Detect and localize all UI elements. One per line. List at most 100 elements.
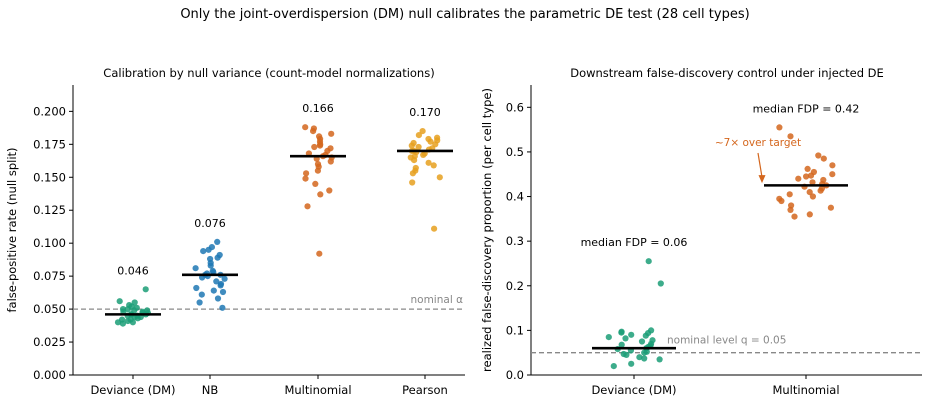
data-point [778, 197, 785, 205]
median-label-deviance-dm: 0.046 [117, 264, 149, 277]
x-tick-label-nb: NB [202, 383, 219, 397]
panel-title: Downstream false-discovery control under… [570, 66, 884, 80]
y-tick-label: 0.000 [33, 368, 66, 382]
y-tick-label: 0.175 [33, 137, 66, 151]
data-point [829, 171, 836, 178]
data-point [420, 151, 427, 158]
data-point [776, 124, 783, 131]
data-point [200, 248, 207, 255]
data-point [425, 159, 432, 166]
y-tick-label: 0.025 [33, 335, 66, 349]
data-point [815, 152, 822, 159]
data-point [316, 250, 323, 257]
y-tick-label: 0.150 [33, 170, 66, 184]
data-point [214, 254, 221, 261]
series-pearson [407, 128, 443, 232]
data-point [791, 213, 798, 220]
data-point [116, 298, 123, 305]
data-point [409, 179, 416, 186]
data-point [656, 356, 663, 363]
data-point [809, 193, 817, 200]
data-point [636, 354, 643, 361]
data-point [409, 170, 416, 177]
data-point [427, 138, 434, 145]
panel-title: Calibration by null variance (count-mode… [103, 66, 434, 80]
data-point [312, 180, 319, 187]
data-point [304, 203, 311, 210]
data-point [196, 299, 203, 306]
data-point [205, 246, 212, 253]
y-axis-label: false-positive rate (null split) [5, 147, 19, 312]
data-point [419, 128, 426, 135]
data-point [628, 360, 635, 367]
data-point [638, 338, 646, 345]
data-point [809, 179, 816, 186]
data-point [623, 351, 630, 358]
data-point [328, 130, 335, 137]
data-point [142, 286, 149, 293]
data-point [430, 162, 437, 169]
data-point [310, 128, 317, 135]
data-point [806, 189, 813, 196]
panel-calibration: Calibration by null variance (count-mode… [5, 66, 465, 397]
data-point [657, 280, 664, 287]
data-point [303, 170, 310, 177]
nominal-line-label: nominal level q = 0.05 [667, 335, 786, 347]
data-point [213, 278, 220, 285]
data-point [214, 238, 221, 245]
data-point [124, 306, 131, 313]
data-point [803, 173, 810, 180]
data-point [618, 329, 625, 336]
data-point [431, 225, 438, 232]
data-point [628, 331, 635, 338]
median-label-pearson: 0.170 [409, 106, 441, 119]
y-tick-label: 0.1 [506, 323, 524, 337]
data-point [193, 284, 200, 292]
data-point [408, 142, 415, 149]
data-point [302, 124, 309, 131]
y-tick-label: 0.100 [33, 236, 66, 250]
data-point [786, 191, 793, 198]
figure-suptitle: Only the joint-overdispersion (DM) null … [180, 7, 749, 22]
data-point [316, 142, 324, 149]
x-tick-label-deviance-dm: Deviance (DM) [591, 383, 676, 397]
x-tick-label-multinomial: Multinomial [284, 383, 351, 397]
data-point [807, 172, 815, 179]
data-point [415, 132, 422, 139]
data-point [827, 204, 835, 211]
data-point [221, 275, 228, 282]
data-point [214, 295, 222, 302]
y-tick-label: 0.125 [33, 203, 66, 217]
x-tick-label-deviance-dm: Deviance (DM) [90, 383, 175, 397]
data-point [415, 143, 422, 151]
data-point [641, 355, 648, 362]
data-point [302, 175, 309, 182]
y-tick-label: 0.3 [506, 234, 524, 248]
data-point [806, 211, 813, 218]
data-point [219, 304, 226, 311]
y-tick-label: 0.4 [506, 190, 524, 204]
y-tick-label: 0.6 [506, 100, 524, 114]
data-point [207, 262, 214, 269]
data-point [124, 317, 131, 325]
annotation-text: ~7× over target [715, 137, 801, 149]
data-point [641, 349, 648, 356]
y-tick-label: 0.075 [33, 269, 66, 283]
data-point [605, 334, 612, 341]
data-point [192, 265, 199, 272]
data-point [317, 191, 324, 198]
data-point [787, 133, 794, 140]
panel-fdp: Downstream false-discovery control under… [480, 66, 922, 397]
data-point [114, 319, 122, 326]
data-point [645, 258, 652, 265]
nominal-line-label: nominal α [411, 294, 464, 306]
median-label-multinomial: median FDP = 0.42 [753, 102, 860, 115]
data-point [795, 175, 802, 182]
data-point [829, 162, 836, 169]
data-point [618, 341, 625, 348]
data-point [219, 288, 227, 296]
y-tick-label: 0.050 [33, 302, 66, 316]
data-point [198, 291, 205, 298]
data-point [787, 206, 794, 213]
data-point [311, 143, 318, 151]
